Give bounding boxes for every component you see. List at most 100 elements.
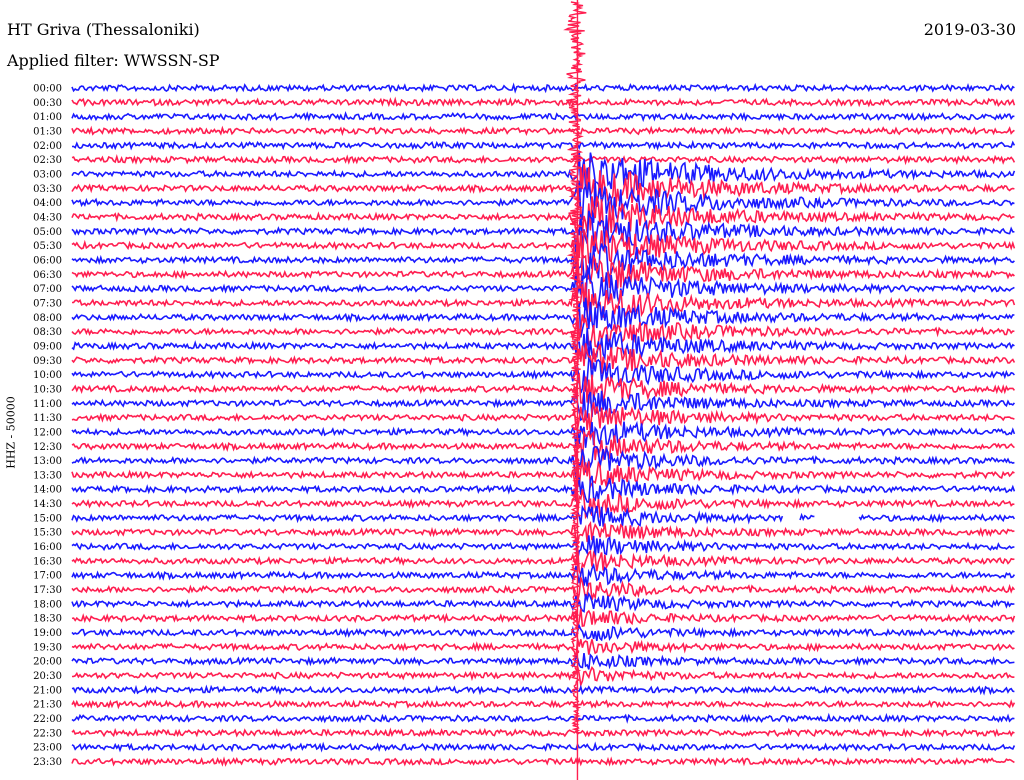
trace-line: [71, 180, 1015, 224]
trace-line: [71, 125, 1015, 137]
row-label: 13:30: [33, 470, 62, 481]
trace-line: [71, 327, 1015, 361]
trace-line: [71, 243, 1015, 281]
row-label: 06:30: [33, 270, 62, 281]
row-label: 17:30: [33, 585, 62, 596]
trace-line: [71, 196, 1015, 235]
row-label: 05:00: [33, 227, 62, 238]
trace-line: [71, 591, 1015, 613]
row-label: 18:00: [33, 599, 62, 610]
trace-line: [71, 253, 1015, 293]
trace-line: [71, 489, 1015, 520]
trace-line: [71, 402, 1015, 433]
trace-line: [71, 429, 1015, 463]
row-label: 16:00: [33, 542, 62, 553]
trace-line: [71, 266, 1015, 312]
trace-line: [71, 741, 1016, 753]
row-label: 19:30: [33, 642, 62, 653]
row-label: 09:30: [33, 356, 62, 367]
filter-label: Applied filter: WWSSN-SP: [7, 51, 220, 70]
row-label: 22:30: [33, 728, 62, 739]
row-label: 08:00: [33, 313, 62, 324]
row-label: 07:00: [33, 284, 62, 295]
trace-line: [71, 623, 1015, 642]
row-label: 12:00: [33, 427, 62, 438]
trace-line: [71, 638, 1015, 660]
row-label: 01:00: [33, 112, 62, 123]
trace-line: [71, 666, 1015, 688]
row-label: 07:30: [33, 298, 62, 309]
row-label: 15:30: [33, 528, 62, 539]
trace-line: [71, 504, 1016, 528]
row-label: 01:30: [33, 126, 62, 137]
row-label: 22:00: [33, 714, 62, 725]
row-label: 00:00: [33, 84, 62, 95]
trace-line: [71, 577, 1016, 602]
trace-line: [71, 684, 1015, 696]
trace-line: [71, 727, 1015, 738]
row-label: 09:00: [33, 341, 62, 352]
row-label: 08:30: [33, 327, 62, 338]
channel-label: HHZ - 50000: [4, 396, 18, 469]
row-label: 14:00: [33, 485, 62, 496]
row-label: 03:00: [33, 169, 62, 180]
trace-line: [71, 96, 1016, 108]
event-signal: [563, 0, 587, 780]
row-label: 12:30: [33, 442, 62, 453]
row-label: 13:00: [33, 456, 62, 467]
trace-line: [71, 562, 1016, 587]
trace-line: [71, 608, 1016, 629]
trace-line: [71, 535, 1015, 561]
row-label: 04:00: [33, 198, 62, 209]
trace-line: [71, 712, 1015, 724]
row-label: 00:30: [33, 98, 62, 109]
trace-rows: [71, 82, 1016, 767]
trace-line: [71, 699, 1016, 710]
row-label: 21:00: [33, 685, 62, 696]
trace-line: [71, 653, 1015, 670]
row-label: 10:00: [33, 370, 62, 381]
row-time-labels: 00:00 00:30 01:00 01:30 02:00 02:30 03:00 03:30…: [33, 84, 62, 769]
row-label: 02:30: [33, 155, 62, 166]
row-label: 05:30: [33, 241, 62, 252]
trace-line: [72, 282, 1016, 322]
trace-line: [71, 475, 1016, 503]
trace-line: [71, 297, 1015, 338]
trace-line: [71, 139, 1016, 151]
trace-line: [71, 356, 1015, 394]
trace-line: [71, 150, 1016, 193]
row-label: 11:30: [33, 413, 62, 424]
station-title: HT Griva (Thessaloniki): [7, 20, 200, 39]
row-label: 15:00: [33, 513, 62, 524]
trace-line: [71, 111, 1015, 123]
trace-line: [71, 445, 1015, 479]
row-label: 10:30: [33, 384, 62, 395]
row-label: 17:00: [33, 571, 62, 582]
trace-line: [71, 372, 1016, 405]
row-label: 02:00: [33, 141, 62, 152]
row-label: 04:30: [33, 212, 62, 223]
row-label: 14:30: [33, 499, 62, 510]
trace-line: [71, 420, 1016, 448]
trace-line: [71, 210, 1015, 255]
trace-line: [71, 163, 1015, 209]
trace-line: [71, 343, 1016, 376]
row-label: 23:00: [33, 743, 62, 754]
row-label: 20:30: [33, 671, 62, 682]
trace-line: [71, 547, 1015, 578]
row-label: 18:30: [33, 614, 62, 625]
row-label: 16:30: [33, 556, 62, 567]
row-label: 11:00: [33, 399, 62, 410]
trace-line: [71, 82, 1015, 94]
trace-line: [71, 154, 1016, 166]
row-label: 21:30: [33, 700, 62, 711]
date-label: 2019-03-30: [923, 20, 1016, 39]
trace-line: [71, 390, 1016, 422]
row-label: 19:00: [33, 628, 62, 639]
trace-line: [71, 230, 1016, 266]
row-label: 23:30: [33, 757, 62, 768]
trace-line: [71, 311, 1015, 349]
trace-line: [71, 520, 1015, 545]
row-label: 20:00: [33, 657, 62, 668]
